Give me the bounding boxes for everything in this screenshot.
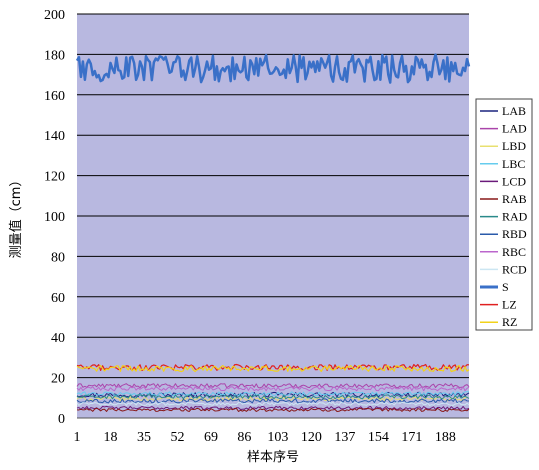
y-tick-label: 200 (44, 8, 65, 23)
series-line-rz (76, 364, 470, 373)
series-line-lz (76, 363, 470, 372)
x-tick-label: 137 (334, 430, 355, 445)
x-tick-label: 154 (368, 430, 389, 445)
y-tick-label: 140 (44, 129, 65, 144)
y-tick-label: 100 (44, 210, 65, 225)
x-tick-label: 86 (237, 430, 251, 445)
y-tick-label: 20 (51, 372, 65, 387)
legend-label-lad: LAD (502, 122, 527, 136)
legend-label-lab: LAB (502, 104, 526, 118)
y-tick-label: 60 (51, 291, 65, 306)
x-tick-label: 103 (267, 430, 288, 445)
y-tick-label: 160 (44, 89, 65, 104)
y-axis-title: 测量值（cm） (8, 174, 24, 259)
series-line-rab (76, 407, 470, 413)
x-tick-label: 171 (401, 430, 422, 445)
x-tick-label: 35 (137, 430, 151, 445)
x-tick-label: 18 (103, 430, 117, 445)
x-tick-label: 69 (204, 430, 218, 445)
series-line-s (75, 53, 471, 84)
legend-label-rbc: RBC (502, 245, 526, 259)
legend-label-rbd: RBD (502, 227, 527, 241)
y-tick-label: 40 (51, 331, 65, 346)
series-line-rbc (76, 386, 470, 392)
series-lines (75, 53, 471, 413)
series-line-rbd (76, 398, 470, 404)
legend-label-lcd: LCD (502, 174, 526, 188)
y-tick-label: 120 (44, 170, 65, 185)
legend-box (475, 98, 533, 331)
grid-lines (77, 13, 469, 379)
legend-label-s: S (502, 280, 509, 294)
legend-label-rcd: RCD (502, 262, 527, 276)
legend-label-lz: LZ (502, 298, 517, 312)
y-tick-label: 80 (51, 250, 65, 265)
y-tick-label: 0 (58, 412, 65, 427)
legend-label-lbc: LBC (502, 157, 525, 171)
series-line-lbc (76, 391, 470, 397)
legend-label-rad: RAD (502, 210, 528, 224)
legend-label-lbd: LBD (502, 139, 526, 153)
legend-label-rz: RZ (502, 315, 517, 329)
y-tick-label: 180 (44, 48, 65, 63)
x-tick-label: 1 (74, 430, 81, 445)
x-tick-label: 52 (170, 430, 184, 445)
x-tick-label: 120 (301, 430, 322, 445)
series-line-lad (76, 383, 470, 389)
series-line-rad (76, 394, 470, 400)
legend: LAB LAD LBD LBC LCD RAB RAD RBD RBC RCD S LZ RZ (475, 98, 533, 331)
legend-label-rab: RAB (502, 192, 527, 206)
series-line-rcd (76, 401, 470, 406)
x-axis-title: 样本序号 (247, 450, 299, 465)
x-tick-label: 188 (435, 430, 456, 445)
x-tick-labels: 1 18 35 52 69 86 103 120 137 154 171 188 (74, 430, 456, 445)
y-tick-labels: 0 20 40 60 80 100 120 140 160 180 200 (44, 8, 65, 427)
